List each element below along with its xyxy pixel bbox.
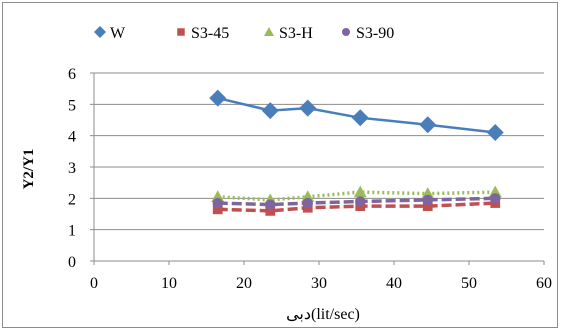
data-point-s3-90 <box>265 199 276 210</box>
y-tick-label: 3 <box>68 160 76 177</box>
x-tick-label: 10 <box>161 275 177 292</box>
x-tick-label: 30 <box>311 275 327 292</box>
x-tick-label: 20 <box>236 275 252 292</box>
series-line-s3-h <box>217 190 496 202</box>
data-point-w <box>419 116 437 134</box>
legend-marker-s3-45 <box>177 28 185 36</box>
x-axis-title: دبی(lit/sec) <box>286 306 360 323</box>
legend-label-s3-45: S3-45 <box>191 25 229 42</box>
legend-label-s3-h: S3-H <box>279 25 313 42</box>
chart-frame: W S3-45 S3-H S3-90 0 1 2 3 4 5 6 0 10 20 30 40 50 60 دبی… <box>2 2 558 328</box>
data-point-w <box>299 99 317 117</box>
x-tick-label: 0 <box>90 275 98 292</box>
legend-marker-w <box>94 26 106 38</box>
data-point-w <box>351 109 369 127</box>
y-axis-title: Y2/Y1 <box>21 149 37 190</box>
data-point-s3-90 <box>212 197 223 209</box>
data-point-s3-h <box>353 185 367 198</box>
data-point-w <box>486 124 504 142</box>
data-point-s3-45 <box>265 205 276 216</box>
data-point-s3-90 <box>422 194 433 206</box>
data-point-s3-90 <box>490 193 501 204</box>
data-point-s3-45 <box>422 201 433 212</box>
y-tick-label: 1 <box>68 223 76 240</box>
y-tick-label: 5 <box>68 97 76 114</box>
y-tick-label: 0 <box>68 254 76 271</box>
series-line-s3-90 <box>217 196 496 207</box>
series-s3-90 <box>212 193 501 210</box>
legend-marker-s3-h <box>264 27 274 36</box>
legend: W S3-45 S3-H S3-90 <box>94 25 394 42</box>
data-point-w <box>261 102 279 120</box>
y-tick-label: 2 <box>68 191 76 208</box>
series-w <box>209 89 504 142</box>
legend-label-s3-90: S3-90 <box>356 25 394 42</box>
series-line-s3-45 <box>217 201 496 213</box>
x-tick-label: 50 <box>461 275 477 292</box>
data-point-s3-90 <box>302 197 313 209</box>
plot-area <box>209 89 504 216</box>
series-line-w <box>217 96 496 134</box>
x-tick-label: 60 <box>536 275 552 292</box>
grid <box>94 72 544 231</box>
y-tick-label: 4 <box>68 129 76 146</box>
x-tick-label: 40 <box>386 275 402 292</box>
y-tick-label: 6 <box>68 66 76 83</box>
legend-label-w: W <box>110 25 126 42</box>
data-point-s3-90 <box>355 196 366 207</box>
data-point-w <box>209 89 227 107</box>
legend-marker-s3-90 <box>342 28 350 36</box>
data-point-s3-45 <box>212 204 223 215</box>
